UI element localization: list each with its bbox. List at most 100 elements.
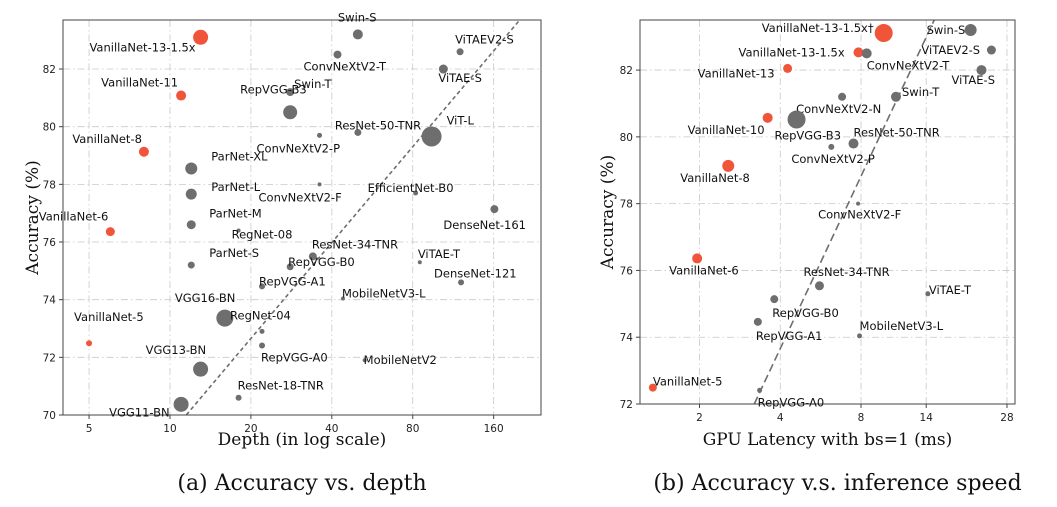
point-label: ViTAE-S: [438, 71, 482, 85]
data-point: [838, 92, 847, 101]
point-label: ParNet-L: [211, 180, 261, 194]
point-label: ConvNeXtV2-N: [796, 102, 881, 116]
y-tick-label: 78: [620, 199, 633, 211]
point-label: MobileNetV3-L: [342, 287, 426, 301]
point-label: Swin-T: [294, 77, 332, 91]
data-point: [308, 252, 317, 261]
y-axis-label: Accuracy (%): [23, 160, 43, 275]
data-point: [874, 24, 893, 43]
data-point: [438, 64, 448, 74]
point-label: VanillaNet-5: [653, 375, 723, 389]
data-point: [283, 105, 298, 120]
data-point: [235, 394, 242, 401]
data-point: [853, 47, 864, 58]
data-point: [317, 132, 323, 138]
data-point: [259, 342, 266, 349]
data-point: [138, 146, 149, 157]
data-point: [848, 138, 859, 149]
point-label: VanillaNet-11: [101, 76, 178, 90]
data-point: [187, 261, 195, 269]
x-tick-label: 2: [696, 412, 703, 424]
data-point: [186, 220, 196, 230]
trend-line: [753, 19, 935, 405]
point-label: RepVGG-A1: [259, 274, 326, 288]
point-label: ResNet-18-TNR: [238, 379, 324, 393]
data-point: [333, 50, 342, 59]
point-label: DenseNet-121: [434, 266, 517, 280]
point-label: ParNet-XL: [211, 149, 268, 163]
point-label: RepVGG-A0: [758, 395, 825, 409]
x-axis-label: GPU Latency with bs=1 (ms): [703, 430, 953, 450]
point-label: Swin-T: [902, 85, 940, 99]
data-point: [286, 263, 294, 271]
point-label: DenseNet-161: [443, 218, 526, 232]
chart-caption: (a) Accuracy vs. depth: [177, 471, 426, 496]
data-point: [856, 201, 861, 206]
data-point: [216, 309, 234, 327]
plot-frame: [62, 19, 542, 416]
y-tick-label: 70: [43, 410, 56, 422]
point-label: ResNet-50-TNR: [335, 118, 421, 132]
x-tick-label: 8: [858, 412, 865, 424]
point-label: ViTAE-T: [929, 283, 972, 297]
y-tick-label: 78: [43, 179, 56, 191]
point-label: ViTAE-T: [418, 247, 461, 261]
data-point: [648, 383, 657, 392]
data-point: [762, 112, 773, 123]
data-point: [185, 162, 198, 175]
y-tick-label: 82: [43, 64, 56, 76]
data-point: [976, 65, 987, 76]
y-axis-label: Accuracy (%): [598, 155, 618, 270]
point-label: EfficientNet-B0: [368, 181, 454, 195]
data-point: [362, 358, 367, 363]
point-label: ViTAE-S: [951, 73, 995, 87]
plot-frame: [639, 19, 1016, 405]
point-label: ConvNeXtV2-T: [304, 60, 388, 74]
x-tick-label: 5: [86, 423, 93, 435]
x-tick-label: 4: [777, 412, 784, 424]
point-label: ParNet-M: [209, 207, 261, 221]
chart-caption: (b) Accuracy v.s. inference speed: [653, 471, 1021, 496]
accuracy-vs-depth-chart: 70 72 74 76 78 80 82 5 10 20 40 80 160 VanillaNet-13-…: [23, 10, 542, 496]
y-tick-label: 76: [43, 237, 57, 249]
point-label: ViTAEV2-S: [921, 43, 980, 57]
data-point: [193, 29, 209, 45]
accuracy-vs-latency-chart: 72 74 76 78 80 82 2 4 8 14 28 VanillaNet-13-1.5x† Va…: [598, 19, 1022, 496]
point-label: MobileNetV2: [364, 353, 437, 367]
point-label: Swin-S: [927, 23, 966, 37]
point-label: ConvNeXtV2-P: [257, 141, 341, 155]
point-label: ViTAEV2-S: [455, 33, 514, 47]
point-label: VanillaNet-6: [669, 263, 739, 277]
data-point: [456, 48, 464, 56]
data-point: [986, 45, 996, 55]
point-label: ResNet-50-TNR: [853, 126, 939, 140]
point-label: VanillaNet-13-1.5x: [89, 40, 195, 54]
data-point: [352, 29, 363, 40]
data-point: [236, 228, 241, 233]
data-point: [340, 296, 345, 301]
data-point: [490, 205, 499, 214]
x-tick-label: 28: [1000, 412, 1013, 424]
data-point: [173, 396, 189, 412]
point-label: VanillaNet-8: [680, 171, 750, 185]
data-point: [770, 295, 779, 304]
data-point: [417, 260, 422, 265]
x-tick-label: 14: [920, 412, 934, 424]
data-point: [814, 281, 824, 291]
y-tick-label: 72: [620, 399, 633, 411]
y-tick-label: 76: [620, 265, 634, 277]
y-tick-label: 82: [620, 65, 633, 77]
point-label: ResNet-34-TNR: [312, 237, 398, 251]
data-point: [354, 128, 362, 136]
data-point: [857, 333, 863, 339]
point-label: VanillaNet-8: [72, 132, 142, 146]
data-point: [185, 188, 197, 200]
data-point: [925, 291, 931, 297]
data-point: [421, 126, 442, 147]
data-point: [413, 190, 419, 196]
data-point: [193, 361, 209, 377]
point-label: ParNet-S: [209, 246, 259, 260]
data-point: [692, 253, 703, 264]
x-tick-label: 160: [484, 423, 504, 435]
point-label: ConvNeXtV2-P: [791, 152, 875, 166]
